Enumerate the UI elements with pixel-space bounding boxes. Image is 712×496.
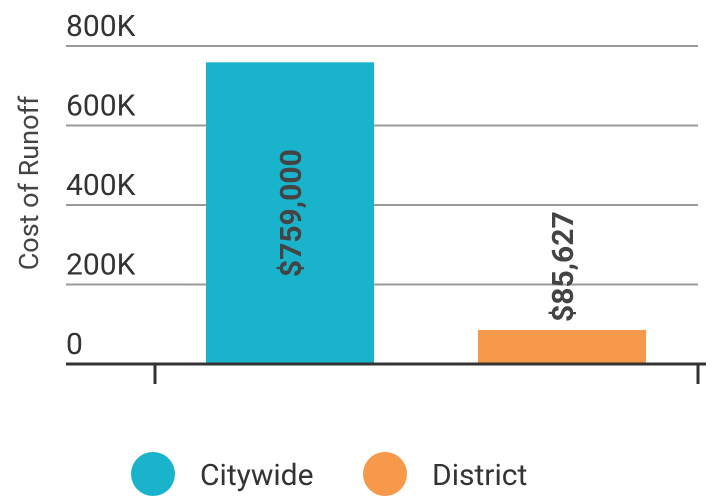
grid: 0 200K 400K 600K 800K <box>66 9 698 362</box>
bar <box>206 62 374 365</box>
value-label: $85,627 <box>546 211 581 322</box>
y-tick-label: 600K <box>66 89 136 124</box>
value-label: $759,000 <box>274 149 309 277</box>
y-tick-label: 0 <box>66 327 83 362</box>
legend: Citywide District <box>131 452 527 496</box>
y-axis-label: Cost of Runoff <box>13 95 45 270</box>
bars: $759,000 $85,627 <box>206 62 646 365</box>
y-tick-label: 800K <box>66 9 136 44</box>
legend-swatch <box>363 452 407 496</box>
y-tick-label: 200K <box>66 248 136 283</box>
bar <box>478 329 646 364</box>
legend-label: District <box>432 458 527 493</box>
legend-label: Citywide <box>200 458 314 493</box>
legend-swatch <box>131 452 175 496</box>
y-tick-label: 400K <box>66 168 136 203</box>
